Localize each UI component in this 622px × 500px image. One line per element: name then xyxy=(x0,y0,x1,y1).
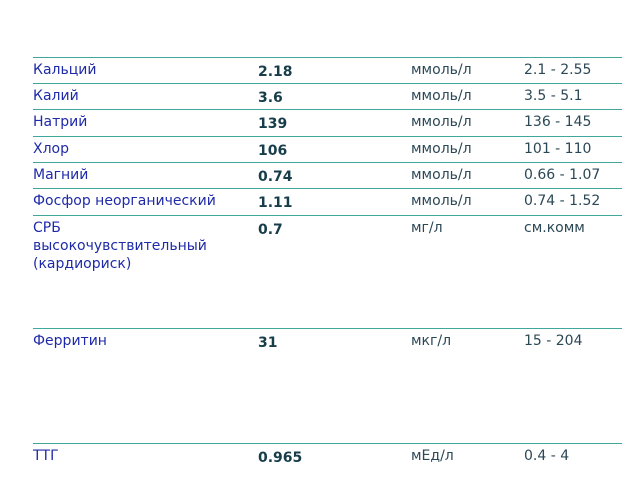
reference-range: 0.4 - 4 xyxy=(524,448,570,464)
test-unit: ммоль/л xyxy=(411,141,472,157)
table-row: Натрий 139 ммоль/л 136 - 145 xyxy=(33,109,622,137)
test-value: 0.7 xyxy=(258,222,283,238)
test-value: 2.18 xyxy=(258,64,293,80)
table-row: Кальций 2.18 ммоль/л 2.1 - 2.55 xyxy=(33,57,622,84)
table-row: Магний 0.74 ммоль/л 0.66 - 1.07 xyxy=(33,162,622,189)
reference-range: 0.74 - 1.52 xyxy=(524,193,601,209)
test-unit: ммоль/л xyxy=(411,167,472,183)
table-row: СРБ высокочувствительный (кардиориск) 0.7… xyxy=(33,215,622,329)
test-name: Фосфор неорганический xyxy=(33,193,216,209)
reference-range: 0.66 - 1.07 xyxy=(524,167,601,183)
test-name: Натрий xyxy=(33,114,88,130)
table-row: Калий 3.6 ммоль/л 3.5 - 5.1 xyxy=(33,83,622,110)
test-value: 31 xyxy=(258,335,278,351)
test-name: Хлор xyxy=(33,141,69,157)
test-value: 139 xyxy=(258,116,288,132)
reference-range: 101 - 110 xyxy=(524,141,592,157)
test-unit: мЕд/л xyxy=(411,448,454,464)
reference-range: 136 - 145 xyxy=(524,114,592,130)
test-unit: ммоль/л xyxy=(411,62,472,78)
test-name: Ферритин xyxy=(33,333,107,349)
test-name: Калий xyxy=(33,88,79,104)
test-value: 3.6 xyxy=(258,90,283,106)
table-row: Хлор 106 ммоль/л 101 - 110 xyxy=(33,136,622,163)
test-value: 106 xyxy=(258,143,288,159)
test-value: 0.965 xyxy=(258,450,303,466)
reference-range: см.комм xyxy=(524,220,585,236)
reference-range: 3.5 - 5.1 xyxy=(524,88,583,104)
test-value: 0.74 xyxy=(258,169,293,185)
test-unit: мкг/л xyxy=(411,333,452,349)
test-name: ТТГ xyxy=(33,448,59,464)
test-unit: ммоль/л xyxy=(411,193,472,209)
test-unit: мг/л xyxy=(411,220,443,236)
test-name: Магний xyxy=(33,167,89,183)
test-name: Кальций xyxy=(33,62,97,78)
test-name: СРБ высокочувствительный (кардиориск) xyxy=(33,220,207,272)
table-row: Фосфор неорганический 1.11 ммоль/л 0.74 - 1… xyxy=(33,188,622,216)
table-row: Ферритин 31 мкг/л 15 - 204 xyxy=(33,328,622,444)
test-unit: ммоль/л xyxy=(411,88,472,104)
reference-range: 2.1 - 2.55 xyxy=(524,62,592,78)
test-unit: ммоль/л xyxy=(411,114,472,130)
test-value: 1.11 xyxy=(258,195,293,211)
table-row: ТТГ 0.965 мЕд/л 0.4 - 4 xyxy=(33,443,622,470)
reference-range: 15 - 204 xyxy=(524,333,583,349)
